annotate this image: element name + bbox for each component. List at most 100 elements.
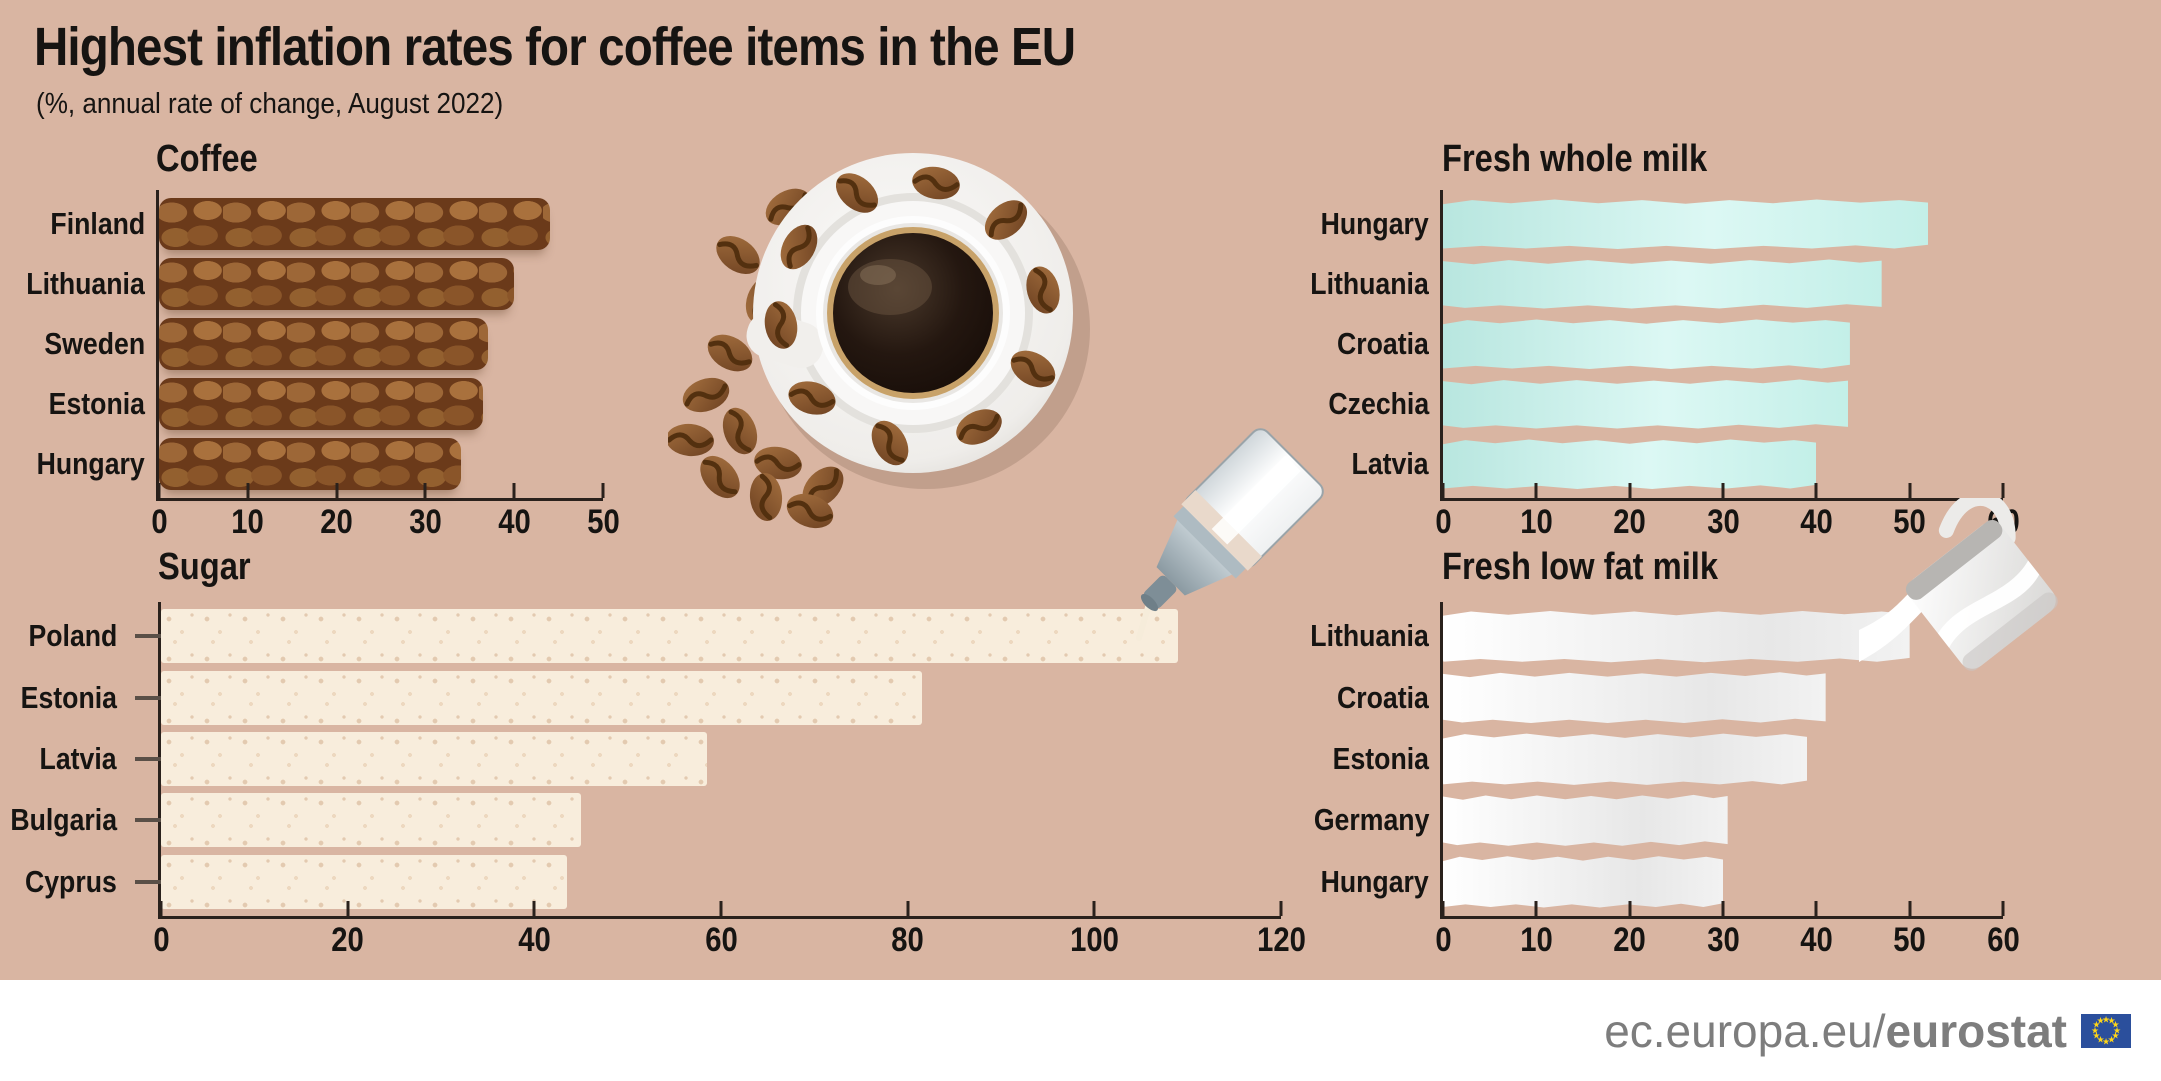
axis-tick: 40 [518,901,551,959]
rows: Finland Lithuania Sweden Estonia Hungary [27,190,603,498]
axis-tick-label: 10 [1520,503,1553,541]
chart-title-sugar: Sugar [158,546,251,588]
axis-tick-label: 60 [1986,503,2020,541]
eu-star-icon: ★ [2101,1036,2111,1046]
row-label: Latvia [39,740,117,776]
bar [1443,439,1817,489]
row-label: Cyprus [25,863,117,899]
eu-star-icon: ★ [2092,1019,2101,1030]
bar [1443,856,1723,908]
bar-row: Croatia [1337,671,2003,725]
eu-flag-icon: ★ ★ ★ ★ ★ ★ ★ ★ ★ ★ ★ ★ [2081,1013,2131,1048]
row-label: Finland [50,206,145,241]
whole-milk-chart: Hungary Lithuania Croatia Czechia Latvia 0 10… [1311,190,2019,541]
eu-star-icon: ★ [2096,1034,2105,1045]
eu-star-icon: ★ [2111,1019,2120,1030]
axis-tick-label: 40 [1800,503,1833,541]
rows: Lithuania Croatia Estonia Germany Hungary [1311,602,2003,916]
bar-row: Estonia [49,378,603,430]
axis-tick-label: 0 [150,503,168,541]
bar [1443,733,1807,785]
axis-tick-label: 40 [1800,921,1833,959]
row-label: Sweden [44,326,145,361]
axis-tick-label: 20 [1613,921,1646,959]
axis-tick-label: 40 [497,503,531,541]
axis-tick: 10 [1520,483,1553,541]
eurostat-url-bold: eurostat [1885,1004,2067,1057]
row-label: Lithuania [1310,618,1429,654]
axis-tick: 0 [1435,901,1451,959]
row-label: Lithuania [1310,266,1429,301]
axis-tick: 20 [320,483,353,541]
row-label: Germany [1313,802,1429,838]
axis-tick: 10 [232,483,264,541]
bar-row: Lithuania [27,258,603,310]
bar-row: Hungary [37,438,603,490]
axis-tick: 50 [1893,901,1926,959]
bar-row: Hungary [1321,198,2003,250]
rows: Hungary Lithuania Croatia Czechia Latvia [1311,190,2003,498]
row-label: Czechia [1328,386,1429,421]
axis-tick: 20 [1613,901,1646,959]
bar [159,378,484,430]
axis-tick-label: 10 [1520,921,1553,959]
axis-tick-label: 120 [1256,921,1306,959]
bar [1443,259,1882,309]
axis-tick: 60 [1987,901,2019,959]
bar-row: Bulgaria [10,793,1281,848]
bar [159,318,488,370]
bar-row: Lithuania [1311,258,2003,310]
axis-tick: 80 [891,901,924,959]
axis-tick: 60 [705,901,737,959]
axis-tick-label: 30 [1706,503,1740,541]
row-label: Poland [28,618,117,654]
eu-star-icon: ★ [2101,1014,2111,1024]
row-label: Croatia [1337,679,1429,715]
row-label: Bulgaria [10,802,118,838]
bar-row: Lithuania [1311,609,2003,663]
axis-tick: 40 [1800,901,1833,959]
axis-tick: 30 [1707,483,1739,541]
axis-tick-label: 50 [586,503,620,541]
eu-star-icon: ★ [2096,1015,2105,1026]
axis-tick: 20 [331,901,364,959]
bar [161,854,567,909]
row-label: Hungary [36,446,145,481]
bar [159,198,550,250]
eu-star-icon: ★ [2090,1025,2100,1035]
axis-tick: 0 [1435,483,1451,541]
coffee-cup-illustration-icon [668,153,1090,535]
axis-tick: 120 [1257,901,1305,959]
chart-title-whole-milk: Fresh whole milk [1442,138,1708,180]
coffee-chart: Finland Lithuania Sweden Estonia Hungary 0 10… [27,190,619,541]
bar [1443,672,1826,724]
eu-star-icon: ★ [2111,1030,2120,1041]
chart-title-coffee: Coffee [156,138,258,180]
bar-row: Sweden [44,318,603,370]
axis-tick-label: 60 [1986,921,2020,959]
bar-row: Croatia [1337,318,2003,370]
row-label: Estonia [1332,740,1429,776]
axis-tick-label: 40 [518,921,551,959]
axis-tick-label: 80 [891,921,924,959]
row-label: Croatia [1337,326,1429,361]
eurostat-url-regular: ec.europa.eu/ [1604,1004,1886,1057]
axis-tick-label: 10 [231,503,265,541]
eu-star-icon: ★ [2092,1030,2101,1041]
bar [1443,794,1728,846]
axis-tick: 100 [1070,901,1119,959]
bar-row: Germany [1313,793,2003,847]
lowfat-milk-chart: Lithuania Croatia Estonia Germany Hungary 0 1… [1311,602,2019,959]
bar-row: Estonia [21,670,1281,725]
axis-tick: 10 [1520,901,1553,959]
bar [159,438,461,490]
axis-tick-label: 50 [1893,921,1926,959]
eurostat-logo: ec.europa.eu/eurostat ★ ★ ★ ★ ★ ★ ★ ★ ★ ★ ★ ★ [1604,1004,2131,1058]
axis-tick-label: 100 [1069,921,1119,959]
row-label: Hungary [1320,863,1429,899]
bar-row: Latvia [40,731,1281,786]
bar [161,731,707,786]
row-label: Lithuania [26,266,145,301]
axis-tick-label: 0 [152,921,170,959]
